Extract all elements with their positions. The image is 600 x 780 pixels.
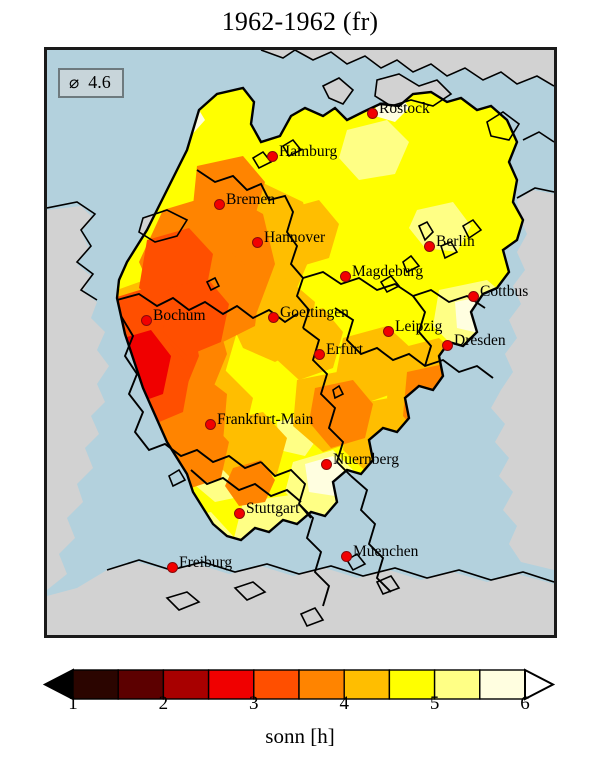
city-dot-icon — [320, 458, 332, 470]
foreign-coastlines — [47, 50, 554, 628]
city-label: Goettingen — [280, 304, 349, 321]
colorbar-over-arrow — [524, 668, 556, 701]
city-label: Stuttgart — [246, 500, 300, 517]
city-label: Leipzig — [395, 318, 443, 335]
city-label: Bremen — [226, 191, 276, 208]
colorbar-band-10 — [479, 669, 526, 700]
colorbar-band-9 — [433, 669, 481, 700]
mean-value-box: ⌀ 4.6 — [58, 68, 124, 98]
city-label: Cottbus — [480, 283, 529, 300]
city-label: Dresden — [454, 332, 506, 349]
page-title: 1962-1962 (fr) — [221, 7, 379, 36]
city-dot-icon — [340, 550, 352, 562]
colorbar-band-7 — [343, 669, 391, 700]
city-dot-icon — [251, 236, 263, 248]
city-dot-icon — [366, 107, 378, 119]
city-dot-icon — [204, 418, 216, 430]
city-dot-icon — [267, 311, 279, 323]
city-label: Nuernberg — [333, 451, 399, 468]
colorbar-swatches — [42, 668, 556, 701]
city-label: Magdeburg — [352, 263, 424, 280]
city-label: Rostock — [379, 100, 430, 117]
city-label: Hamburg — [279, 143, 338, 160]
colorbar-label: sonn [h] — [265, 724, 335, 748]
city-dot-icon — [266, 150, 278, 162]
diameter-mean-icon: ⌀ — [69, 73, 80, 92]
map-canvas — [47, 50, 554, 635]
colorbar: 1 2 3 4 5 6 sonn [h] — [0, 658, 600, 780]
foreign-land — [47, 50, 554, 635]
city-dot-icon — [166, 561, 178, 573]
colorbar-band-4 — [207, 669, 255, 700]
colorbar-tick-5: 5 — [429, 693, 440, 714]
city-dot-icon — [423, 240, 435, 252]
city-dot-icon — [441, 339, 453, 351]
city-label: Freiburg — [179, 554, 233, 571]
colorbar-tick-3: 3 — [249, 693, 259, 714]
city-label: Berlin — [436, 233, 475, 250]
colorbar-band-1 — [72, 669, 119, 700]
colorbar-band-3 — [162, 669, 210, 700]
colorbar-band-6 — [298, 669, 345, 700]
map-panel — [44, 47, 557, 638]
city-label: Hannover — [264, 229, 326, 246]
city-label: Bochum — [153, 307, 206, 324]
colorbar-band-5 — [253, 669, 300, 700]
colorbar-tick-2: 2 — [158, 693, 169, 714]
city-dot-icon — [467, 290, 479, 302]
city-dot-icon — [213, 198, 225, 210]
city-label: Muenchen — [353, 543, 419, 560]
city-dot-icon — [233, 507, 245, 519]
city-dot-icon — [339, 270, 351, 282]
colorbar-band-8 — [388, 669, 436, 700]
city-label: Erfurt — [326, 341, 364, 358]
colorbar-tick-6: 6 — [520, 693, 530, 714]
colorbar-tick-1: 1 — [68, 693, 78, 714]
city-dot-icon — [313, 348, 325, 360]
colorbar-band-2 — [117, 669, 165, 700]
mean-value: 4.6 — [88, 72, 111, 92]
city-label: Frankfurt-Main — [217, 411, 314, 428]
city-dot-icon — [140, 314, 152, 326]
colorbar-tick-4: 4 — [339, 693, 349, 714]
city-dot-icon — [382, 325, 394, 337]
